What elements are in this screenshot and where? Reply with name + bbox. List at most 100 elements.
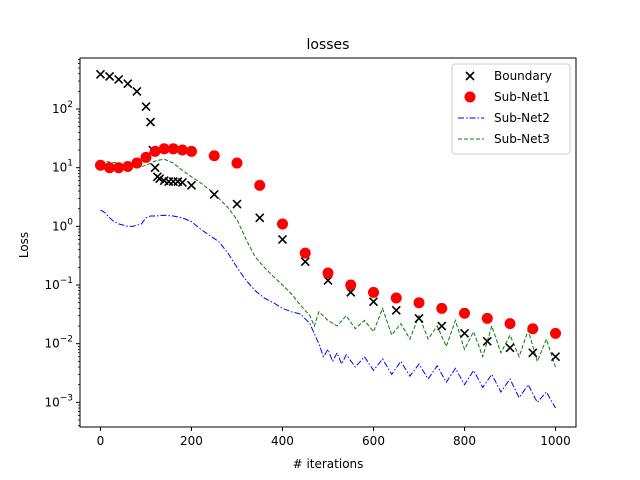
x-axis-label: # iterations xyxy=(293,457,364,471)
point-sub-net1 xyxy=(276,218,288,230)
y-tick-exponent: 2 xyxy=(67,100,73,110)
y-tick-exponent: −2 xyxy=(60,335,73,345)
y-tick-base: 10 xyxy=(52,102,67,116)
x-tick-label: 800 xyxy=(453,434,476,448)
point-sub-net1 xyxy=(390,292,402,304)
point-sub-net1 xyxy=(254,179,266,191)
point-boundary xyxy=(505,343,515,353)
point-sub-net1 xyxy=(104,162,116,174)
point-boundary xyxy=(528,348,538,358)
point-sub-net1 xyxy=(527,323,539,335)
point-sub-net1 xyxy=(322,267,334,279)
point-boundary xyxy=(177,177,187,188)
point-boundary xyxy=(277,234,288,244)
x-tick-label: 400 xyxy=(271,434,294,448)
plot-area xyxy=(94,69,562,409)
y-tick-base: 10 xyxy=(52,161,67,175)
point-sub-net1 xyxy=(158,143,170,155)
point-boundary xyxy=(482,336,492,346)
point-sub-net1 xyxy=(149,145,161,157)
point-sub-net1 xyxy=(185,145,197,157)
legend-label-sub-net3: Sub-Net3 xyxy=(494,132,550,146)
point-sub-net1 xyxy=(94,159,106,171)
point-boundary xyxy=(368,297,379,307)
series-sub-net1 xyxy=(94,143,562,339)
point-sub-net1 xyxy=(413,297,425,309)
point-boundary xyxy=(186,180,197,190)
y-axis-label: Loss xyxy=(17,232,31,258)
series-sub-net3 xyxy=(100,158,556,368)
point-sub-net1 xyxy=(208,150,220,162)
point-sub-net1 xyxy=(550,327,562,339)
y-tick-exponent: 1 xyxy=(67,159,73,169)
y-tick-base: 10 xyxy=(44,395,59,409)
x-tick-label: 200 xyxy=(180,434,203,448)
legend-label-sub-net2: Sub-Net2 xyxy=(494,111,550,125)
point-boundary xyxy=(391,305,401,315)
point-boundary xyxy=(123,79,133,89)
point-sub-net1 xyxy=(167,143,179,155)
x-tick-label: 600 xyxy=(362,434,385,448)
point-sub-net1 xyxy=(436,302,448,314)
point-sub-net1 xyxy=(345,279,357,291)
point-sub-net1 xyxy=(459,307,471,319)
point-boundary xyxy=(141,102,151,112)
point-boundary xyxy=(150,163,160,173)
y-tick-exponent: −1 xyxy=(60,276,73,286)
legend-entry-sub-net2: Sub-Net2 xyxy=(458,111,550,125)
point-sub-net1 xyxy=(368,286,380,298)
y-tick-label: 10−3 xyxy=(44,393,73,409)
point-boundary xyxy=(145,117,156,127)
y-tick-label: 102 xyxy=(52,100,73,116)
point-sub-net1 xyxy=(122,160,134,172)
legend-marker-sub-net1 xyxy=(464,91,476,103)
axes-frame xyxy=(79,57,577,428)
point-sub-net1 xyxy=(140,151,152,163)
point-boundary xyxy=(155,174,165,184)
legend-label-boundary: Boundary xyxy=(494,69,552,83)
point-sub-net1 xyxy=(504,318,516,330)
point-boundary xyxy=(414,313,424,323)
point-boundary xyxy=(114,74,124,84)
y-tick-label: 10−1 xyxy=(44,276,73,292)
point-sub-net1 xyxy=(299,247,311,259)
point-sub-net1 xyxy=(131,157,143,169)
point-boundary xyxy=(95,69,106,79)
y-tick-label: 10−2 xyxy=(44,335,73,351)
point-sub-net1 xyxy=(481,312,493,324)
y-tick-label: 100 xyxy=(52,217,73,233)
series-group xyxy=(94,69,562,409)
chart-title: losses xyxy=(307,37,350,53)
y-tick-label: 101 xyxy=(52,159,73,175)
legend-label-sub-net1: Sub-Net1 xyxy=(494,90,550,104)
legend-entry-boundary: Boundary xyxy=(465,69,552,83)
series-boundary xyxy=(95,69,561,362)
series-line-sub-net3 xyxy=(100,158,556,368)
point-sub-net1 xyxy=(176,144,188,156)
y-tick-exponent: 0 xyxy=(67,217,73,227)
point-boundary xyxy=(209,189,219,200)
legend-entry-sub-net1: Sub-Net1 xyxy=(464,90,550,104)
legend-marker-boundary xyxy=(465,71,475,81)
legend: Boundary Sub-Net1 Sub-Net2 Sub-Net3 xyxy=(451,63,571,155)
point-boundary xyxy=(232,199,242,209)
y-tick-base: 10 xyxy=(52,219,67,233)
x-tick-label: 1000 xyxy=(540,434,571,448)
x-tick-label: 0 xyxy=(97,434,105,448)
y-tick-base: 10 xyxy=(44,337,59,351)
legend-entry-sub-net3: Sub-Net3 xyxy=(458,132,550,146)
point-boundary xyxy=(132,86,142,96)
series-line-sub-net2 xyxy=(100,209,556,409)
y-tick-base: 10 xyxy=(44,278,59,292)
point-sub-net1 xyxy=(113,162,125,174)
point-boundary xyxy=(437,321,447,331)
point-boundary xyxy=(459,328,470,338)
y-tick-exponent: −3 xyxy=(60,393,73,403)
point-sub-net1 xyxy=(231,157,243,169)
point-boundary xyxy=(550,352,561,362)
point-boundary xyxy=(105,71,115,81)
point-boundary xyxy=(255,213,265,223)
